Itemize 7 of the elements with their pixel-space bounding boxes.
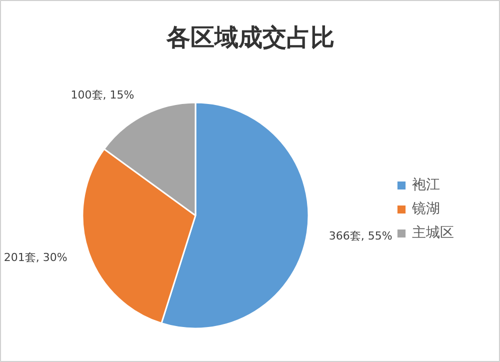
legend-label: 主城区 <box>412 224 454 242</box>
chart-title: 各区域成交占比 <box>166 24 334 52</box>
data-label: 201套, 30% <box>4 251 68 264</box>
legend-label: 镜湖 <box>412 200 440 218</box>
data-label: 366套, 55% <box>328 230 392 243</box>
data-label: 100套, 15% <box>70 88 134 102</box>
legend-label: 袍江 <box>412 176 440 194</box>
